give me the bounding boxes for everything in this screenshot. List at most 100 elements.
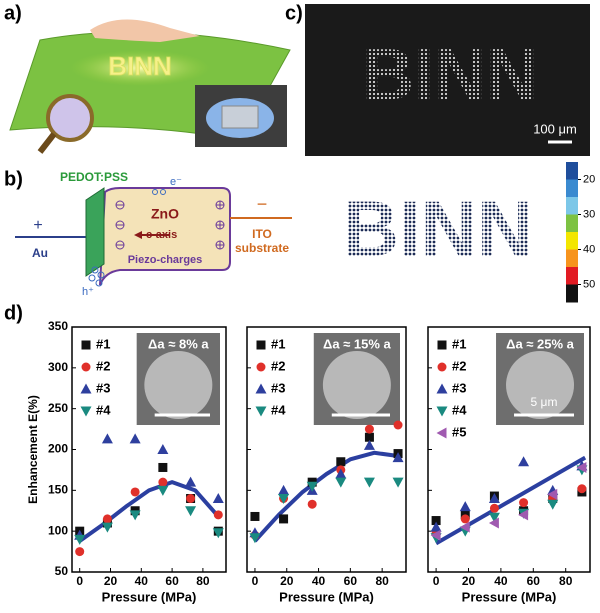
panel-label: d) xyxy=(4,302,23,324)
point xyxy=(212,493,224,503)
panel-label: b) xyxy=(4,168,23,190)
legend-label: #1 xyxy=(271,336,285,351)
zno-block xyxy=(99,187,231,286)
point xyxy=(459,501,471,512)
colorbar-swatch xyxy=(566,284,578,303)
colorbar-swatch xyxy=(566,162,578,180)
hand xyxy=(90,19,200,42)
x-tick-label: 60 xyxy=(527,574,541,588)
device xyxy=(221,105,259,129)
point xyxy=(101,522,113,533)
point xyxy=(519,498,529,508)
point xyxy=(488,493,500,503)
inset-label: Δa ≈ 25% a xyxy=(506,336,575,351)
point xyxy=(75,547,85,557)
point xyxy=(157,485,169,496)
point xyxy=(279,514,289,524)
legend-label: #2 xyxy=(96,358,110,373)
colorbar-tick-label: 40 xyxy=(583,243,595,255)
point xyxy=(518,456,530,467)
point xyxy=(364,432,374,442)
point xyxy=(393,420,403,430)
point xyxy=(459,521,470,533)
point xyxy=(158,477,168,487)
colorbar-swatch xyxy=(566,197,578,215)
colorbar-tick-label: 20 xyxy=(583,173,595,185)
point xyxy=(392,452,404,463)
holes xyxy=(88,189,166,287)
point xyxy=(430,529,441,541)
point xyxy=(547,499,559,510)
label: PEDOT:PSS xyxy=(60,170,128,184)
point xyxy=(576,461,587,473)
x-axis-title: Pressure (MPa) xyxy=(279,589,374,604)
legend-marker xyxy=(80,383,92,394)
x-tick-label: 80 xyxy=(375,574,389,588)
point xyxy=(363,439,375,450)
x-tick-label: 60 xyxy=(165,574,179,588)
point xyxy=(392,477,404,488)
point xyxy=(489,503,499,513)
point xyxy=(185,506,197,517)
point xyxy=(129,510,141,521)
fit-line xyxy=(78,480,220,543)
label: ITO xyxy=(252,227,272,241)
colorbar-swatch xyxy=(566,232,578,250)
point xyxy=(307,499,317,509)
point xyxy=(488,517,499,529)
scale-label: 100 μm xyxy=(533,121,577,136)
colorbar-swatch xyxy=(566,267,578,285)
image-top xyxy=(305,4,590,156)
magnifier-handle xyxy=(37,132,57,154)
point xyxy=(306,481,318,492)
label: c-axis xyxy=(146,229,177,241)
legend-label: #5 xyxy=(452,424,466,439)
point xyxy=(250,511,260,521)
x-tick-label: 80 xyxy=(559,574,573,588)
legend-label: #2 xyxy=(271,358,285,373)
legend-label: #4 xyxy=(452,402,467,417)
x-tick-label: 0 xyxy=(76,574,83,588)
legend-label: #2 xyxy=(452,358,466,373)
label: substrate xyxy=(235,241,289,255)
label: h⁺ xyxy=(82,286,94,298)
x-tick-label: 20 xyxy=(462,574,476,588)
x-tick-label: 80 xyxy=(196,574,210,588)
legend-marker xyxy=(81,340,91,350)
label: + xyxy=(33,217,42,234)
point xyxy=(213,510,223,520)
colorbar-swatch xyxy=(566,179,578,198)
y-tick-label: 150 xyxy=(48,483,68,497)
legend-marker xyxy=(437,362,447,372)
point xyxy=(101,433,113,444)
legend-label: #4 xyxy=(96,402,111,417)
point xyxy=(488,512,500,523)
point xyxy=(186,494,196,503)
x-tick-label: 40 xyxy=(312,574,326,588)
colorbar-tick-label: 30 xyxy=(583,208,595,220)
y-tick-label: 100 xyxy=(48,523,68,537)
legend-label: #1 xyxy=(96,336,110,351)
point xyxy=(460,514,470,524)
image-text: BINN xyxy=(362,35,538,115)
label: Piezo-charges xyxy=(128,254,203,266)
magnifier xyxy=(46,94,94,142)
panel-label: a) xyxy=(4,2,22,24)
legend-marker xyxy=(80,406,92,417)
legend-marker xyxy=(255,383,267,394)
point xyxy=(129,433,141,444)
inset-label: Δa ≈ 15% a xyxy=(323,336,392,351)
inset-label: Δa ≈ 8% a xyxy=(148,336,209,351)
label: e⁻ xyxy=(170,176,182,188)
legend-label: #3 xyxy=(96,380,110,395)
point xyxy=(278,484,290,495)
point xyxy=(431,516,441,526)
x-tick-label: 40 xyxy=(494,574,508,588)
x-axis-title: Pressure (MPa) xyxy=(462,589,557,604)
y-tick-label: 300 xyxy=(48,360,68,374)
legend-label: #1 xyxy=(452,336,466,351)
colorbar: 20 30 40 50 xyxy=(566,162,595,303)
